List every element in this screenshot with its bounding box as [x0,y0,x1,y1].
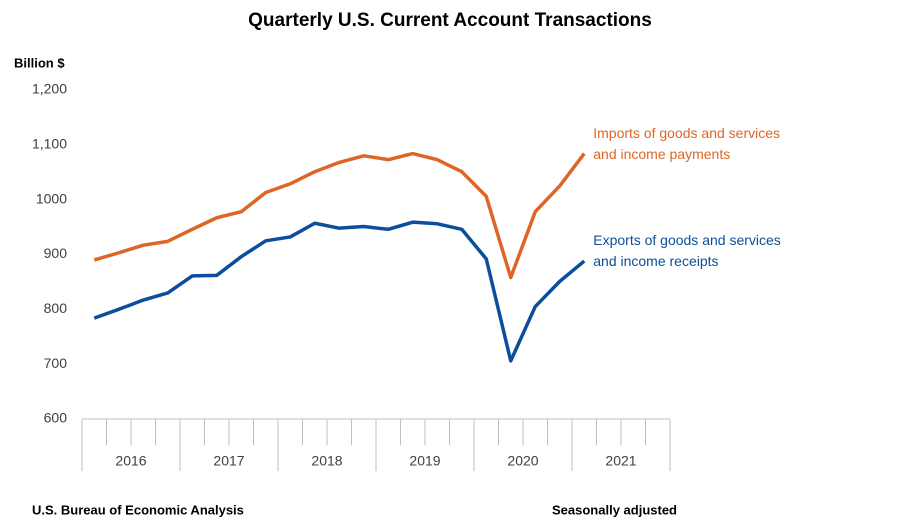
note: Seasonally adjusted [552,502,677,517]
series-label: Exports of goods and services and income… [593,232,781,270]
x-tick-label: 2019 [409,453,440,469]
x-tick-label: 2016 [115,453,146,469]
source: U.S. Bureau of Economic Analysis [32,502,244,517]
chart-title: Quarterly U.S. Current Account Transacti… [248,10,652,31]
series-label: Imports of goods and services and income… [593,124,781,162]
y-tick-label: 600 [44,410,68,426]
series-line [93,220,586,363]
y-tick-label: 1,200 [32,81,67,97]
x-tick-label: 2020 [507,453,538,469]
y-tick-label: 1000 [36,190,67,206]
y-tick-label: 800 [44,300,68,316]
y-axis-label: Billion $ [14,55,65,70]
series-line [93,151,586,280]
x-tick-label: 2021 [605,453,636,469]
x-tick-label: 2017 [213,453,244,469]
y-tick-label: 900 [44,245,68,261]
y-tick-label: 700 [44,355,68,371]
y-tick-label: 1,100 [32,136,67,152]
x-tick-label: 2018 [311,453,342,469]
